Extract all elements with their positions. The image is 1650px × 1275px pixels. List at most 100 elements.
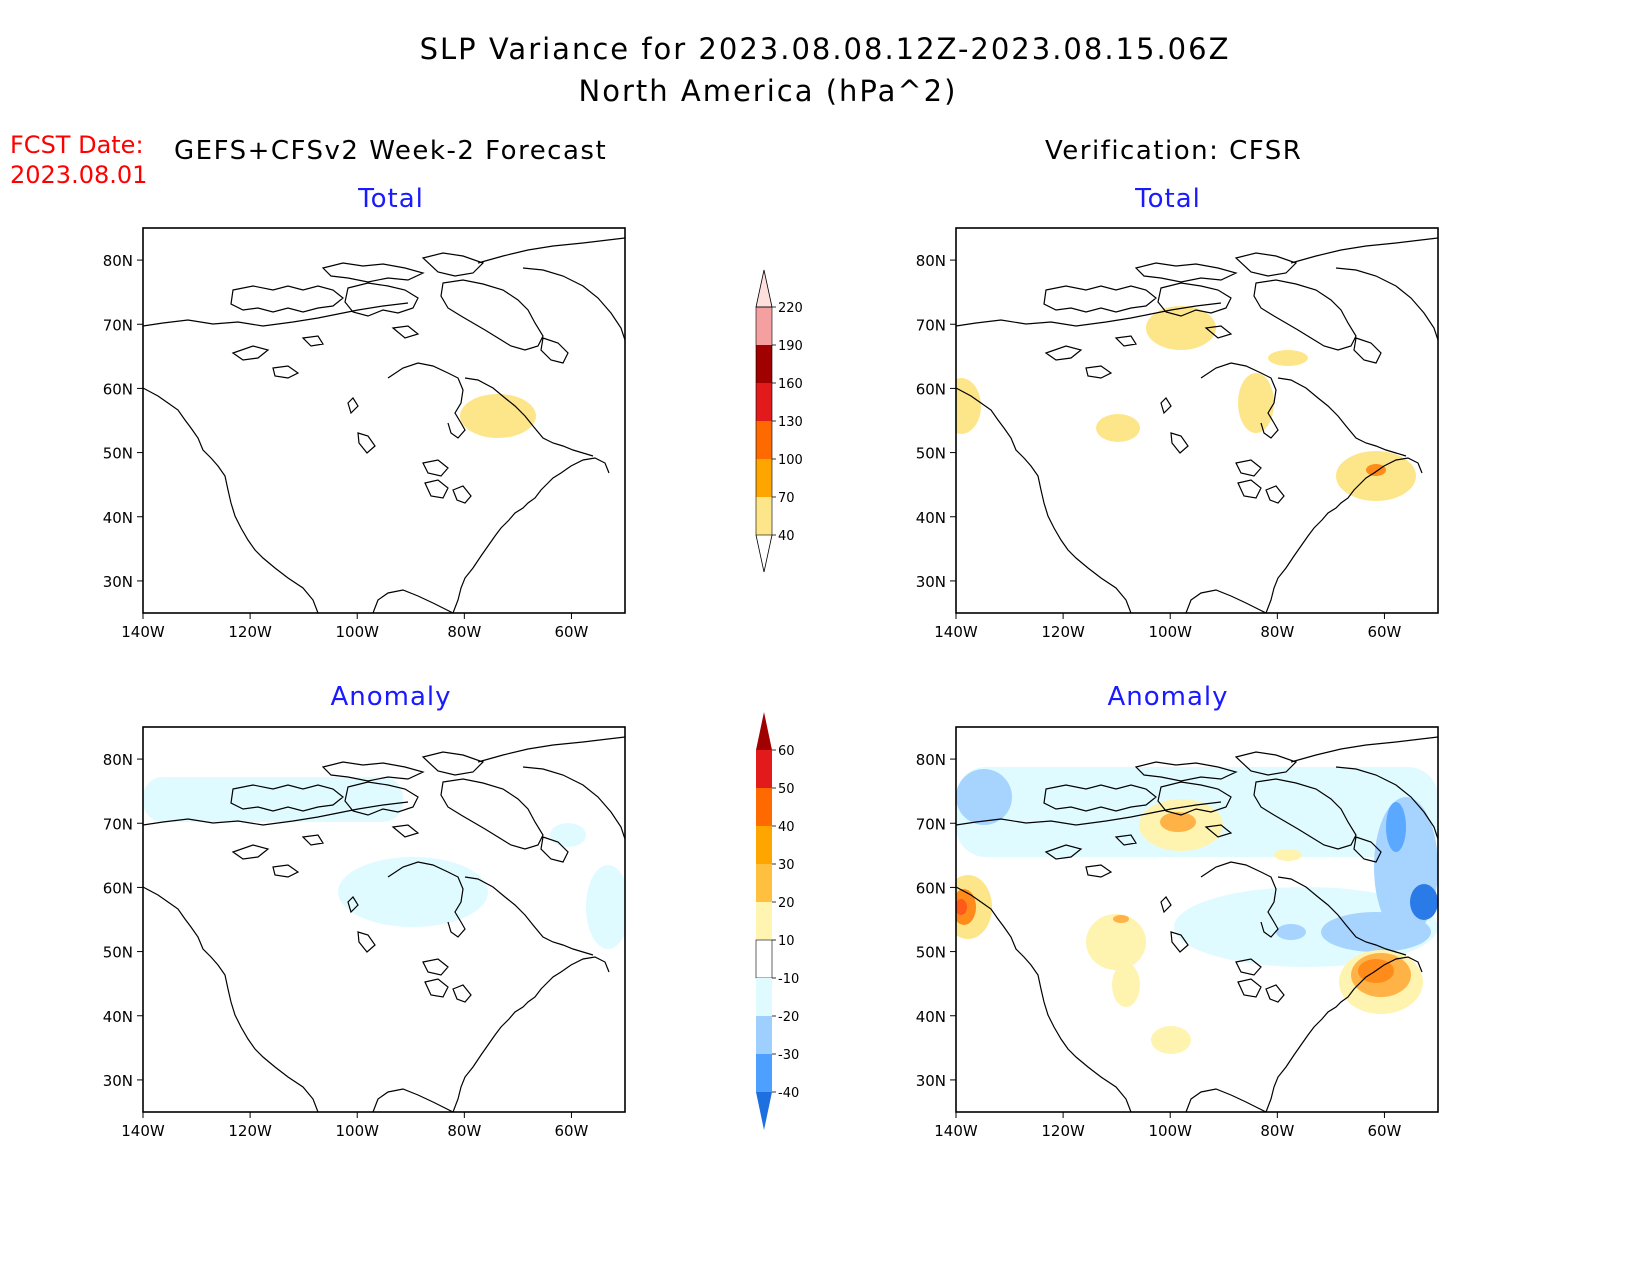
shaded-region <box>956 899 967 915</box>
lat-tick-label: 60N <box>103 380 133 398</box>
lat-tick-label: 80N <box>103 252 133 270</box>
shaded-region <box>1146 306 1216 350</box>
shaded-region <box>1238 373 1274 433</box>
lat-tick-label: 60N <box>103 879 133 897</box>
anomaly-colorbar-label: -10 <box>778 972 799 987</box>
total-colorbar-label: 220 <box>778 301 803 316</box>
lat-tick-label: 80N <box>103 751 133 769</box>
forecast-header: GEFS+CFSv2 Week-2 Forecast <box>174 136 608 166</box>
shaded-region <box>1274 849 1302 861</box>
total-bin-under-40 <box>755 534 773 573</box>
lon-tick-label: 60W <box>554 623 588 641</box>
lon-tick-label: 100W <box>335 623 379 641</box>
lon-tick-label: 120W <box>1041 1122 1085 1140</box>
lon-tick-label: 120W <box>228 1122 272 1140</box>
lat-tick-label: 70N <box>916 316 946 334</box>
map-frame <box>955 227 1439 614</box>
anomaly-colorbar-label: 60 <box>778 744 795 759</box>
anom-bin-minus10-20 <box>756 978 772 1016</box>
lat-tick-label: 30N <box>103 1072 133 1090</box>
anom-bin-over-60 <box>756 712 772 750</box>
lat-tick-label: 70N <box>103 815 133 833</box>
map-frame <box>142 227 626 614</box>
shaded-region <box>1113 915 1129 923</box>
lon-tick-label: 60W <box>1367 1122 1401 1140</box>
shaded-region <box>956 769 1012 825</box>
total-bin-over-220 <box>755 269 773 308</box>
lat-tick-label: 30N <box>103 573 133 591</box>
lon-tick-label: 80W <box>1260 1122 1294 1140</box>
lon-tick-label: 80W <box>447 1122 481 1140</box>
lat-tick-label: 70N <box>916 815 946 833</box>
anom-bin-minus30-40 <box>756 1054 772 1092</box>
lat-tick-label: 40N <box>916 1008 946 1026</box>
fcst-date-value: 2023.08.01 <box>10 161 148 189</box>
shaded-region <box>1366 464 1386 476</box>
shaded-region <box>1112 963 1140 1007</box>
shaded-region <box>1386 802 1406 852</box>
anomaly-colorbar-label: 10 <box>778 934 795 949</box>
total-bin-70-100 <box>756 459 772 497</box>
shaded-region <box>338 857 488 927</box>
shaded-region <box>1086 914 1146 970</box>
lon-tick-label: 140W <box>121 623 165 641</box>
verification-total-title: Total <box>1135 184 1201 214</box>
lat-tick-label: 50N <box>103 445 133 463</box>
anomaly-colorbar-label: -40 <box>778 1086 799 1101</box>
anomaly-colorbar-label: 30 <box>778 858 795 873</box>
shaded-region <box>586 865 625 949</box>
shaded-region <box>1410 884 1438 920</box>
lat-tick-label: 40N <box>103 509 133 527</box>
lat-tick-label: 30N <box>916 1072 946 1090</box>
forecast-total-map: 80N 70N 60N 50N 40N 30N 140W 120W 100W 80W 60W <box>103 227 626 641</box>
lat-tick-label: 80N <box>916 751 946 769</box>
anom-bin-40-50 <box>756 788 772 826</box>
map-frame <box>142 726 626 1113</box>
anom-bin-minus20-30 <box>756 1016 772 1054</box>
total-colorbar: 40 70 100 130 160 190 220 <box>755 269 803 573</box>
shaded-region <box>1268 350 1308 366</box>
shaded-region <box>1321 912 1431 952</box>
total-colorbar-label: 100 <box>778 453 803 468</box>
fcst-date-label: FCST Date: <box>10 131 144 159</box>
total-bin-190-220 <box>756 307 772 345</box>
lon-tick-label: 60W <box>1367 623 1401 641</box>
lon-tick-label: 60W <box>554 1122 588 1140</box>
total-bin-40-70 <box>756 497 772 535</box>
lon-tick-label: 140W <box>934 1122 978 1140</box>
lat-tick-label: 30N <box>916 573 946 591</box>
verification-header: Verification: CFSR <box>1045 136 1303 166</box>
lat-tick-label: 50N <box>916 944 946 962</box>
forecast-anomaly-title: Anomaly <box>330 682 452 712</box>
shaded-region <box>550 823 586 847</box>
anom-bin-under-40 <box>756 1092 772 1130</box>
lon-tick-label: 100W <box>335 1122 379 1140</box>
lon-tick-label: 80W <box>447 623 481 641</box>
verification-anomaly-map: 80N 70N 60N 50N 40N 30N 140W 120W 100W 80W 60W <box>916 726 1439 1140</box>
main-title: SLP Variance for 2023.08.08.12Z-2023.08.… <box>419 32 1231 66</box>
total-colorbar-label: 40 <box>778 529 795 544</box>
lon-tick-label: 140W <box>934 623 978 641</box>
forecast-total-title: Total <box>358 184 424 214</box>
total-colorbar-label: 190 <box>778 339 803 354</box>
shaded-region <box>143 777 403 822</box>
total-colorbar-label: 130 <box>778 415 803 430</box>
anomaly-colorbar-label: -20 <box>778 1010 799 1025</box>
shaded-region <box>1096 414 1140 442</box>
anomaly-colorbar-label: -30 <box>778 1048 799 1063</box>
lon-tick-label: 140W <box>121 1122 165 1140</box>
shaded-region <box>460 394 536 438</box>
map-frame <box>955 726 1439 1113</box>
main-subtitle: North America (hPa^2) <box>578 74 958 108</box>
total-colorbar-label: 70 <box>778 491 795 506</box>
lat-tick-label: 50N <box>103 944 133 962</box>
lon-tick-label: 120W <box>1041 623 1085 641</box>
anom-bin-30-40 <box>756 826 772 864</box>
lat-tick-label: 80N <box>916 252 946 270</box>
lat-tick-label: 70N <box>103 316 133 334</box>
shaded-region <box>956 378 981 434</box>
anomaly-colorbar: 60 50 40 30 20 10 -10 -20 -30 -40 <box>755 712 799 1130</box>
lat-tick-label: 60N <box>916 879 946 897</box>
lat-tick-label: 40N <box>103 1008 133 1026</box>
